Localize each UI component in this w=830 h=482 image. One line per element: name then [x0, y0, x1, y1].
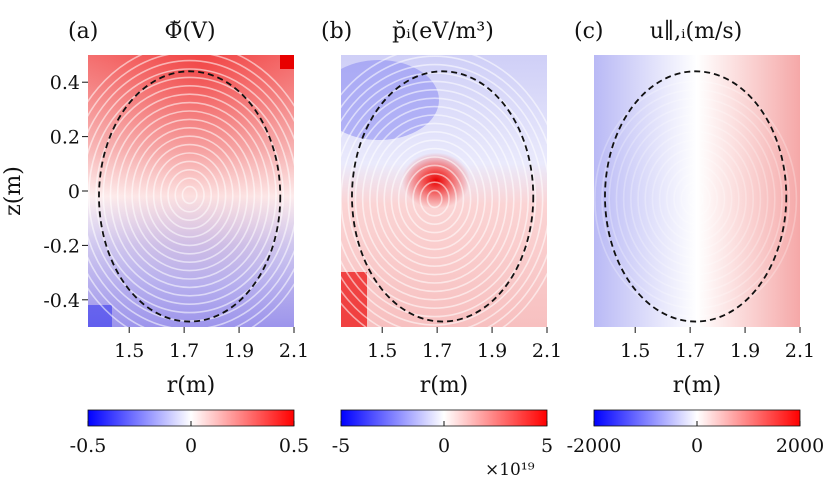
ripple-ring [419, 181, 450, 217]
ripple-ring [622, 114, 769, 284]
ripple-ring [341, 72, 544, 326]
y-tick-label: -0.2 [43, 235, 80, 257]
corner-hotspot [280, 55, 294, 69]
ripple-ring [601, 89, 791, 309]
ripple-ring [361, 114, 508, 284]
ripple-ring [369, 122, 501, 276]
ripple-ring [397, 156, 472, 242]
ripple-ring [88, 59, 294, 327]
x-axis-label: r(m) [420, 373, 469, 398]
panel-label: (b) [321, 19, 352, 44]
x-tick-label: 1.9 [224, 340, 254, 362]
upper-negative-region [341, 60, 439, 140]
ripple-ring [594, 80, 798, 318]
colorbar-tick-label: 0 [438, 435, 450, 457]
x-tick-label: 1.9 [730, 340, 760, 362]
ripple-ring [658, 156, 733, 242]
ripple-ring [347, 97, 522, 301]
ripple-ring [181, 185, 198, 205]
ripple-ring [131, 127, 249, 263]
ripple-ring [687, 189, 704, 209]
colorbar-tick-label: -5 [332, 435, 351, 457]
y-tick-label: -0.4 [43, 290, 80, 312]
panel-c: (c) u∥,ᵢ(m/s) 1.5 1.7 1.9 2.1 r(m) -2000 0 2000 [567, 19, 825, 457]
ripple-ring [644, 139, 747, 259]
x-tick-label: 1.5 [114, 340, 144, 362]
ripple-ring [95, 85, 285, 305]
heatmap-field [594, 55, 800, 327]
x-tick-label: 2.1 [279, 340, 309, 362]
heatmap-field [341, 55, 547, 327]
ripple-ring [88, 76, 292, 314]
panel-b: (b) p̆ᵢ(eV/m³) 1.5 1.7 1.9 2.1 r(m) -5 0 5 ×10¹⁹ [321, 19, 562, 480]
ripple-ring [608, 97, 783, 301]
ripple-ring [145, 143, 234, 247]
separatrix-boundary [604, 70, 788, 323]
ripple-ring [412, 173, 458, 226]
ripple-ring [630, 122, 762, 276]
colorbar-tick-label: 0 [691, 435, 703, 457]
ripple-ring [167, 169, 213, 222]
x-axis-label: r(m) [167, 373, 216, 398]
x-tick-label: 1.9 [477, 340, 507, 362]
ripple-ring [390, 147, 479, 251]
ripple-ring [666, 164, 726, 234]
corner-hotspot [341, 272, 367, 327]
x-tick-label: 1.7 [169, 340, 199, 362]
ripple-ring [152, 152, 227, 238]
x-tick-label: 1.5 [367, 340, 397, 362]
ripple-ring [383, 139, 486, 259]
y-axis-label: z(m) [1, 166, 26, 216]
colorbar-tick-label: 2000 [776, 435, 824, 457]
colorbar-multiplier: ×10¹⁹ [485, 460, 535, 480]
panel-title: u∥,ᵢ(m/s) [650, 19, 742, 44]
ripple-ring [341, 80, 537, 318]
panel-a: (a) Φ̆(V) 1.5 1.7 1.9 2.1 r(m) 0.4 0.2 0 -0.2 -0.4 z… [1, 19, 309, 457]
corner-coldspot [88, 305, 112, 327]
ripple-ring [109, 101, 270, 289]
panel-label: (c) [574, 19, 604, 44]
ripple-ring [124, 118, 256, 272]
ripple-ring [341, 63, 547, 327]
ripple-ring [174, 177, 205, 213]
colorbar-tick-label: 5 [541, 435, 553, 457]
ripple-ring [637, 131, 755, 267]
ripple-ring [405, 164, 465, 234]
ripple-ring [673, 173, 719, 226]
ripple-ring [354, 105, 515, 293]
separatrix-boundary [351, 70, 535, 323]
ripple-ring [341, 89, 529, 309]
y-tick-label: 0 [68, 181, 80, 203]
colorbar-tick-label: 0 [185, 435, 197, 457]
ripple-ring [680, 181, 711, 217]
x-tick-label: 1.7 [675, 340, 705, 362]
panel-title: Φ̆(V) [164, 19, 215, 44]
colorbar-tick-label: 0.5 [279, 435, 309, 457]
colorbar-tick-label: -2000 [567, 435, 622, 457]
x-tick-label: 1.7 [422, 340, 452, 362]
ripple-ring [160, 160, 220, 230]
heatmap-field [88, 55, 294, 327]
separatrix-boundary [98, 70, 282, 323]
ripple-ring [651, 147, 740, 251]
ripple-ring [102, 93, 277, 297]
ripple-ring [341, 55, 547, 327]
x-tick-label: 2.1 [532, 340, 562, 362]
ripple-ring [138, 135, 241, 255]
core-peak [402, 152, 470, 209]
ripple-ring [615, 105, 776, 293]
ripple-ring [116, 110, 263, 280]
colorbar-tick-label: -0.5 [70, 435, 107, 457]
y-tick-label: 0.4 [50, 72, 80, 94]
ripple-ring [376, 131, 494, 267]
panel-label: (a) [68, 19, 98, 44]
ripple-ring [426, 189, 443, 209]
y-tick-label: 0.2 [50, 127, 80, 149]
panel-title: p̆ᵢ(eV/m³) [392, 19, 494, 44]
x-axis-label: r(m) [673, 373, 722, 398]
x-tick-label: 1.5 [620, 340, 650, 362]
x-tick-label: 2.1 [785, 340, 815, 362]
